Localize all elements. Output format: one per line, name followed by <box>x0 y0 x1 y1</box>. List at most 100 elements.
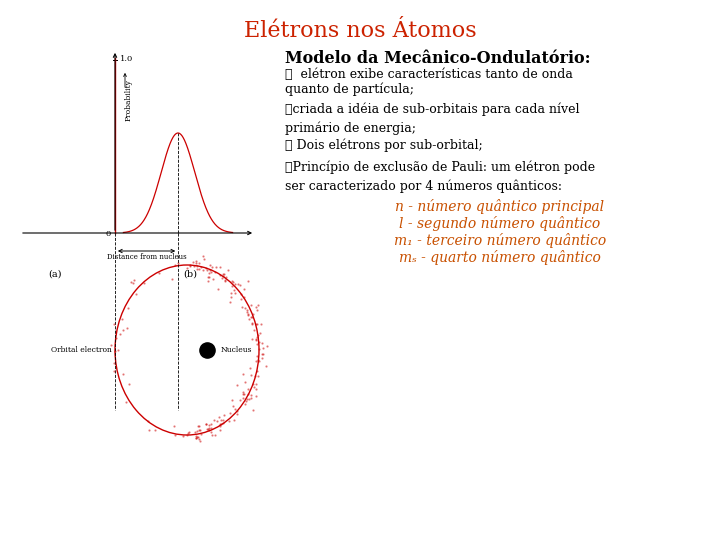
Point <box>217 419 228 428</box>
Point <box>194 426 206 435</box>
Point <box>217 270 228 279</box>
Point <box>169 260 181 269</box>
Point <box>210 431 221 440</box>
Point <box>194 436 206 445</box>
Point <box>200 420 212 429</box>
Point <box>218 410 230 419</box>
Point <box>248 383 260 391</box>
Point <box>250 380 261 388</box>
Point <box>244 363 256 372</box>
Point <box>202 273 214 282</box>
Text: Distance from nucleus: Distance from nucleus <box>107 253 186 261</box>
Point <box>225 293 236 302</box>
Point <box>238 390 250 399</box>
Point <box>220 272 231 281</box>
Point <box>248 379 259 388</box>
Point <box>191 434 202 443</box>
Point <box>194 429 206 438</box>
Point <box>200 420 212 429</box>
Point <box>203 426 215 434</box>
Point <box>252 301 264 309</box>
Point <box>198 255 210 264</box>
Point <box>149 425 161 434</box>
Text: Modelo da Mecânico-Ondulatório:: Modelo da Mecânico-Ondulatório: <box>285 50 590 67</box>
Point <box>217 272 228 280</box>
Point <box>255 319 266 328</box>
Point <box>183 428 194 436</box>
Point <box>242 384 253 393</box>
Point <box>201 266 212 275</box>
Point <box>252 356 264 364</box>
Point <box>138 279 150 287</box>
Point <box>242 395 253 403</box>
Point <box>123 380 135 388</box>
Point <box>219 277 230 286</box>
Point <box>194 422 205 430</box>
Point <box>256 349 268 358</box>
Point <box>248 310 259 319</box>
Point <box>190 259 202 268</box>
Point <box>203 421 215 430</box>
Point <box>239 399 251 408</box>
Text: mₛ - quarto número quântico: mₛ - quarto número quântico <box>399 250 601 265</box>
Point <box>246 394 257 402</box>
Point <box>246 300 257 309</box>
Point <box>173 259 184 267</box>
Text: (b): (b) <box>183 270 197 279</box>
Point <box>206 263 217 272</box>
Point <box>235 294 246 303</box>
Point <box>109 320 120 328</box>
Point <box>110 334 122 342</box>
Point <box>216 273 228 282</box>
Point <box>211 416 222 425</box>
Point <box>127 279 139 287</box>
Point <box>114 329 126 338</box>
Point <box>243 395 255 404</box>
Point <box>251 352 263 360</box>
Point <box>214 262 225 271</box>
Point <box>191 434 202 443</box>
Point <box>215 426 226 434</box>
Point <box>229 288 240 297</box>
Point <box>202 276 213 285</box>
Point <box>215 419 226 428</box>
Point <box>228 278 239 286</box>
Point <box>226 276 238 285</box>
Point <box>249 372 261 380</box>
Point <box>225 289 237 298</box>
Point <box>192 433 203 441</box>
Text: Elétrons nos Átomos: Elétrons nos Átomos <box>243 20 477 42</box>
Point <box>194 426 205 434</box>
Point <box>232 279 243 288</box>
Point <box>189 262 200 271</box>
Point <box>235 281 246 290</box>
Point <box>193 265 204 274</box>
Point <box>224 416 235 425</box>
Point <box>243 314 254 323</box>
Point <box>177 432 189 441</box>
Point <box>197 266 209 274</box>
Point <box>253 357 265 366</box>
Point <box>236 303 248 312</box>
Point <box>257 349 269 358</box>
Point <box>121 323 132 332</box>
Point <box>228 416 239 424</box>
Text: ✓ Dois elétrons por sub-orbital;: ✓ Dois elétrons por sub-orbital; <box>285 138 482 152</box>
Text: n - número quântico principal: n - número quântico principal <box>395 199 605 214</box>
Point <box>245 391 256 400</box>
Point <box>251 357 262 366</box>
Point <box>122 303 134 312</box>
Point <box>251 384 262 393</box>
Point <box>210 262 222 271</box>
Point <box>251 303 262 312</box>
Point <box>142 416 153 425</box>
Point <box>251 367 263 375</box>
Point <box>166 274 178 283</box>
Point <box>120 398 132 407</box>
Point <box>235 289 246 298</box>
Point <box>194 258 205 267</box>
Point <box>192 262 203 271</box>
Point <box>248 325 259 334</box>
Text: ✓  elétron exibe características tanto de onda: ✓ elétron exibe características tanto de… <box>285 68 573 81</box>
Point <box>225 297 236 306</box>
